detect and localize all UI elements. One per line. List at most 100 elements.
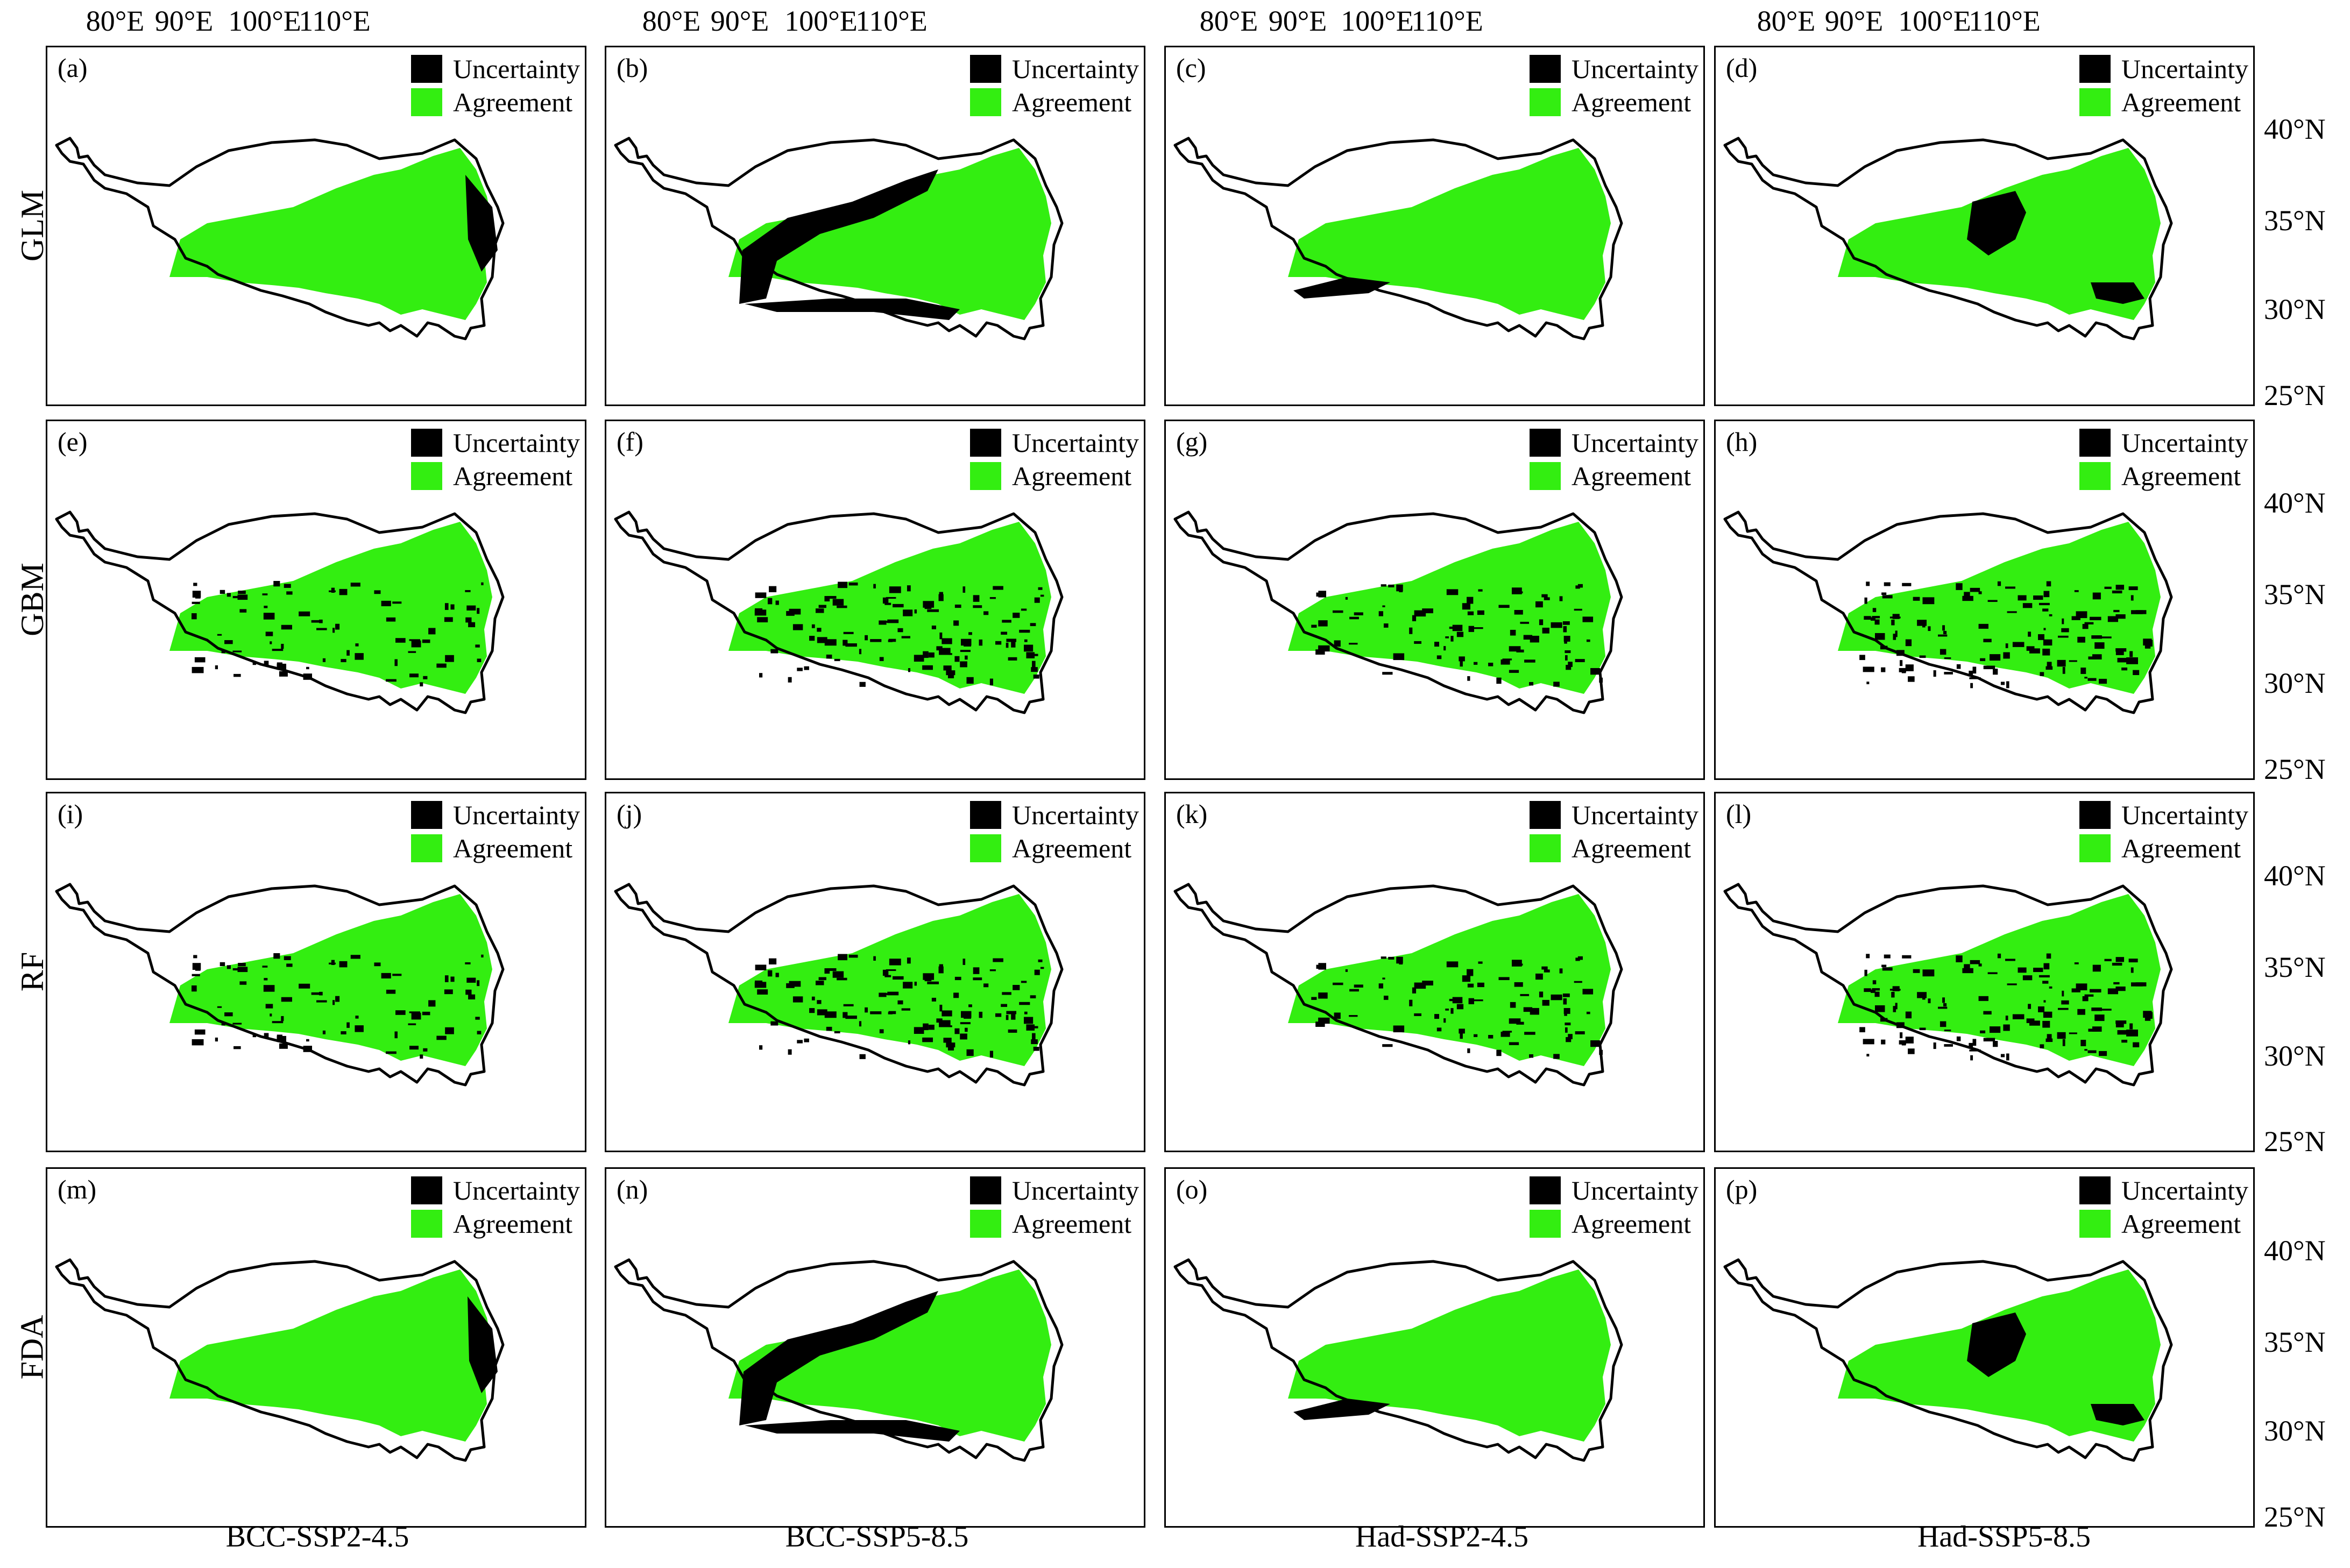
panel-e-unc-speck — [335, 623, 340, 630]
panel-l-unc-speck — [1901, 1044, 1906, 1046]
panel-l-unc-speck — [1978, 963, 1982, 967]
panel-l-unc-speck — [2143, 1011, 2152, 1018]
panel-l-unc-speck — [2045, 1038, 2053, 1042]
panel-a-legend-agreement-text: Agreement — [452, 87, 573, 117]
panel-i-agreement-area — [169, 894, 492, 1066]
panel-h-unc-speck — [2062, 666, 2065, 674]
panel-l-unc-speck — [1866, 954, 1870, 959]
panel-h-unc-speck — [1899, 668, 1906, 672]
panel-e-unc-speck — [281, 625, 292, 630]
panel-h-unc-speck — [2012, 642, 2025, 647]
panel-g-unc-speck — [1409, 627, 1413, 634]
panel-m-unc-east-rim — [468, 1296, 498, 1393]
panel-h-unc-speck — [2092, 654, 2102, 659]
panel-l-unc-speck — [1962, 968, 1973, 974]
panel-h-legend-agreement-swatch — [2079, 462, 2111, 490]
panel-e-legend: Uncertainty Agreement — [410, 426, 580, 493]
panel-h-unc-speck — [2029, 648, 2040, 654]
panel-e-unc-speck — [221, 651, 225, 654]
panel-l-unc-speck — [1938, 1006, 1948, 1009]
panel-f-unc-speck — [832, 599, 844, 606]
panel-h-unc-speck — [1938, 634, 1948, 637]
panel-h-unc-speck — [1864, 597, 1867, 604]
panel-k-legend-uncertainty-text: Uncertainty — [1571, 800, 1698, 830]
panel-g-legend-uncertainty-text: Uncertainty — [1571, 428, 1698, 458]
panel-n-unc-west-rim — [739, 1291, 938, 1425]
panel-i-unc-speck — [221, 1023, 225, 1026]
panel-e-unc-speck — [316, 628, 327, 630]
panel-e-unc-speck — [233, 673, 241, 677]
panel-e-map — [55, 510, 505, 714]
panel-i-unc-speck — [468, 994, 476, 1000]
panel-l-unc-speck — [2069, 1032, 2077, 1034]
panel-k-unc-speck — [1318, 1017, 1330, 1024]
panel-e-unc-speck — [226, 593, 231, 597]
panel-l-unc-speck — [2043, 1011, 2052, 1018]
panel-i-unc-speck — [335, 996, 340, 1002]
panel-d-legend-uncertainty: Uncertainty — [2079, 52, 2248, 86]
panel-i-unc-speck — [350, 955, 360, 959]
panel-h-unc-speck — [2000, 682, 2005, 685]
panel-k-unc-speck — [1498, 977, 1510, 981]
panel-l-unc-speck — [2006, 1053, 2009, 1061]
panel-k-unc-speck — [1542, 999, 1549, 1006]
panel-g-unc-speck — [1318, 591, 1326, 598]
panel-p: (p) Uncertainty Agreement — [1714, 1167, 2255, 1528]
panel-c-layers — [1288, 148, 1611, 320]
panel-i-unc-speck — [262, 966, 268, 968]
panel-l-unc-speck — [2038, 1006, 2044, 1012]
panel-k-unc-speck — [1382, 1044, 1393, 1047]
panel-g-unc-speck — [1575, 659, 1585, 662]
panel-j-unc-speck — [960, 1022, 971, 1025]
panel-f-unc-speck — [1021, 608, 1027, 611]
panel-h-unc-speck — [2133, 670, 2140, 676]
panel-f-unc-speck — [889, 586, 901, 593]
panel-p-layers — [1838, 1269, 2161, 1442]
panel-h-unc-speck — [2128, 586, 2138, 591]
scenario-label: Had-SSP2-4.5 — [1355, 1520, 1529, 1553]
panel-f-unc-speck — [927, 609, 939, 612]
panel-l-unc-speck — [1970, 1055, 1973, 1061]
panel-o-legend-agreement: Agreement — [1529, 1207, 1698, 1240]
panel-j-layers — [728, 894, 1051, 1066]
panel-i-unc-speck — [281, 997, 292, 1002]
panel-j-unc-speck — [838, 954, 847, 961]
panel-e-unc-speck — [279, 671, 288, 677]
panel-l-unc-speck — [2057, 1008, 2069, 1010]
panel-k-unc-speck — [1566, 1037, 1572, 1042]
panel-k-unc-speck — [1318, 963, 1326, 970]
panel-a-legend: Uncertainty Agreement — [410, 52, 580, 119]
panel-h-unc-speck — [1980, 658, 1986, 662]
panel-h-unc-speck — [1964, 592, 1970, 597]
panel-e-unc-speck — [252, 662, 257, 665]
panel-l-unc-speck — [2040, 1044, 2044, 1048]
panel-k-unc-speck — [1459, 1028, 1465, 1034]
panel-j-unc-speck — [815, 981, 824, 985]
panel-i-layers — [169, 894, 492, 1066]
panel-g-unc-speck — [1498, 605, 1510, 608]
panel-k-map — [1173, 883, 1623, 1087]
panel-g-unc-speck — [1530, 635, 1539, 643]
panel-k-unc-speck — [1564, 1012, 1567, 1016]
panel-k-unc-speck — [1514, 982, 1523, 987]
panel-e-unc-speck — [355, 643, 359, 647]
panel-g-unc-speck — [1381, 584, 1386, 587]
panel-g-legend-uncertainty-swatch — [1529, 429, 1561, 457]
panel-f-unc-speck — [788, 677, 792, 683]
panel-f-unc-speck — [888, 640, 893, 642]
panel-b-layers — [728, 148, 1051, 320]
panel-f-unc-speck — [953, 620, 959, 626]
panel-f-unc-speck — [767, 598, 773, 605]
panel-o-label: (o) — [1176, 1174, 1208, 1204]
panel-e-unc-speck — [265, 632, 273, 636]
panel-l-unc-speck — [2101, 1009, 2112, 1011]
panel-f-unc-speck — [824, 596, 830, 602]
panel-h-plateau-boundary — [1723, 510, 2173, 714]
panel-g-unc-speck — [1332, 610, 1343, 613]
panel-h-unc-speck — [2005, 643, 2008, 648]
panel-i-unc-speck — [445, 1027, 454, 1034]
panel-h-unc-speck — [2033, 595, 2043, 600]
panel-f-unc-speck — [1001, 632, 1008, 635]
panel-j-unc-speck — [837, 977, 847, 981]
panel-k-unc-speck — [1381, 956, 1386, 959]
